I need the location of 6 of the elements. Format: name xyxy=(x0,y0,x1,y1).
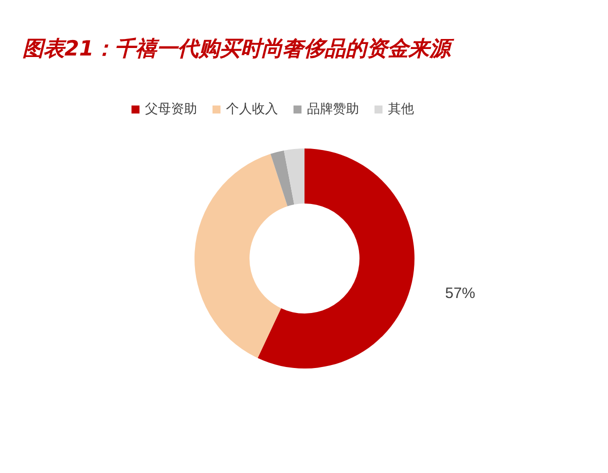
legend-label: 个人收入 xyxy=(226,101,278,118)
legend-label: 品牌赞助 xyxy=(307,101,359,118)
chart-title: 图表21：千禧一代购买时尚奢侈品的资金来源 xyxy=(22,36,455,60)
legend-label: 其他 xyxy=(388,101,414,118)
data-label: 57% xyxy=(445,284,476,302)
legend-label: 父母资助 xyxy=(145,101,197,118)
